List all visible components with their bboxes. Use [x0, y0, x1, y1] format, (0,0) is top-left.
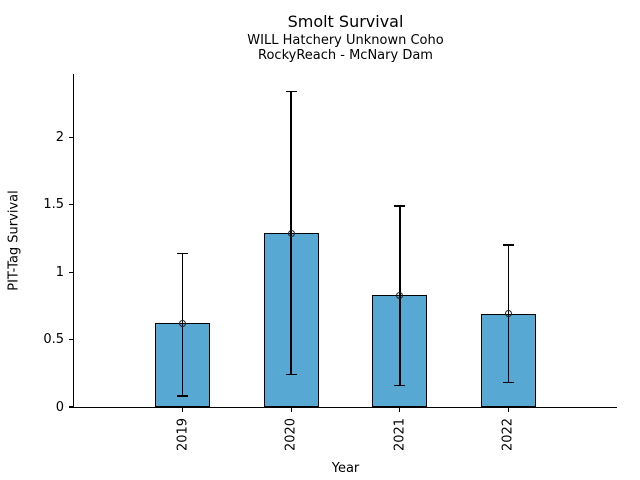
open-circle-marker-2019 [179, 319, 187, 327]
error-cap-top-2019 [177, 252, 189, 255]
error-cap-top-2020 [285, 90, 297, 93]
x-tick-2021 [399, 408, 401, 412]
y-tick-0 [69, 406, 73, 408]
y-tick-label-2: 2 [55, 129, 64, 145]
chart-subtitle-line1: WILL Hatchery Unknown Coho [247, 33, 444, 48]
y-tick-0.5 [69, 338, 73, 341]
y-tick-label-1.5: 1.5 [43, 197, 64, 213]
error-cap-top-2022 [502, 244, 514, 246]
open-circle-marker-2020 [287, 229, 295, 237]
error-cap-bottom-2022 [502, 381, 514, 384]
error-cap-top-2021 [394, 205, 406, 207]
open-circle-marker-2022 [504, 310, 512, 318]
x-tick-label-2020: 2020 [283, 417, 299, 452]
x-axis-label: Year [331, 461, 360, 476]
error-cap-bottom-2019 [177, 395, 189, 397]
open-circle-marker-2021 [396, 291, 404, 299]
y-tick-2 [69, 136, 73, 138]
x-tick-label-2022: 2022 [500, 417, 516, 452]
y-tick-1.5 [69, 204, 73, 206]
chart-title: Smolt Survival [287, 12, 404, 31]
x-tick-2020 [290, 408, 292, 412]
plot-area: 0 0.5 1 1.5 2 2019 2020 2021 2022 [43, 74, 617, 451]
error-cap-bottom-2021 [394, 384, 406, 387]
x-tick-2022 [507, 408, 510, 412]
y-tick-label-0.5: 0.5 [43, 332, 64, 348]
x-tick-label-2021: 2021 [392, 417, 408, 452]
y-tick-label-1: 1 [55, 264, 64, 280]
y-axis-spine [73, 74, 75, 408]
chart-subtitle-line2: RockyReach - McNary Dam [258, 48, 433, 63]
x-axis-spine [73, 407, 617, 409]
x-tick-label-2019: 2019 [175, 417, 191, 452]
x-tick-2019 [181, 408, 184, 412]
error-cap-bottom-2020 [285, 373, 297, 376]
y-tick-label-0: 0 [55, 399, 64, 415]
y-tick-1 [69, 271, 73, 273]
